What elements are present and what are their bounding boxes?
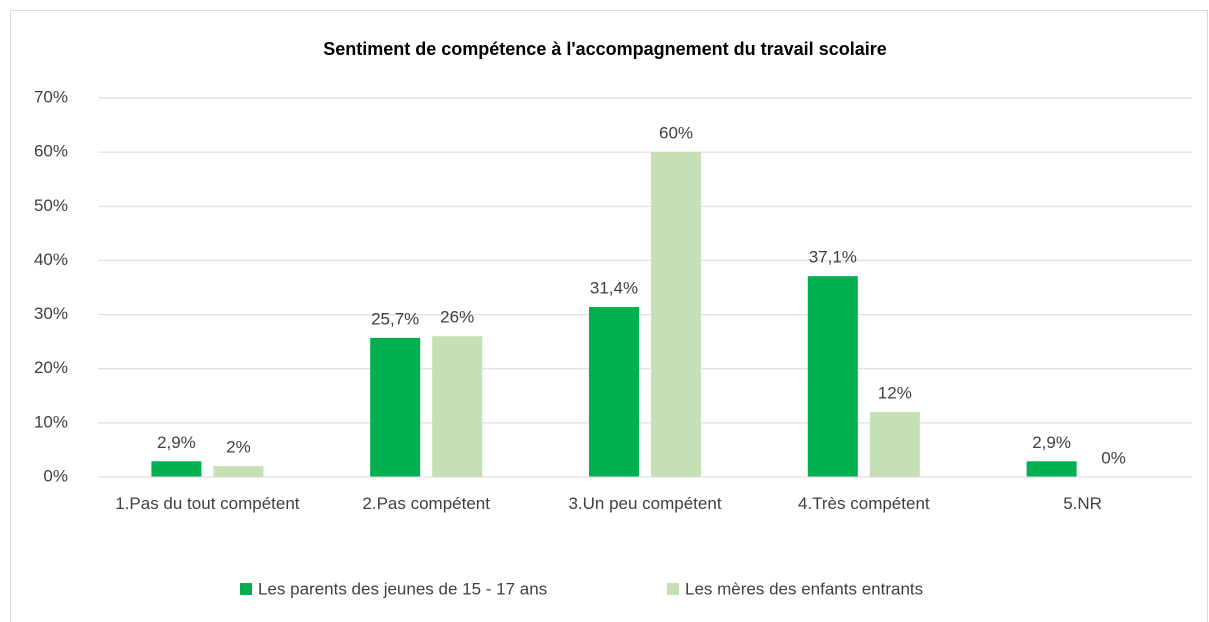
x-tick-label: 1.Pas du tout compétent <box>115 494 300 513</box>
data-label: 31,4% <box>590 278 638 297</box>
data-label: 2,9% <box>1032 433 1071 452</box>
bar <box>151 461 202 477</box>
bar <box>1026 461 1077 477</box>
x-tick-label: 4.Très compétent <box>797 494 930 513</box>
data-label: 2% <box>226 438 251 457</box>
bar <box>213 466 264 477</box>
chart-title: Sentiment de compétence à l'accompagneme… <box>323 39 886 59</box>
bar <box>869 412 920 477</box>
bar <box>651 152 701 477</box>
data-label: 2,9% <box>157 433 196 452</box>
data-label: 0% <box>1101 448 1126 467</box>
y-tick-label: 40% <box>34 250 68 269</box>
legend-swatch <box>240 583 252 595</box>
bar <box>589 306 639 477</box>
y-tick-label: 70% <box>34 87 68 106</box>
y-tick-label: 50% <box>34 196 68 215</box>
y-tick-label: 60% <box>34 142 68 161</box>
legend-label: Les parents des jeunes de 15 - 17 ans <box>258 579 547 598</box>
data-label: 37,1% <box>809 248 857 267</box>
legend-label: Les mères des enfants entrants <box>685 579 923 598</box>
y-tick-label: 30% <box>34 304 68 323</box>
data-label: 12% <box>878 384 912 403</box>
data-label: 26% <box>440 308 474 327</box>
x-tick-label: 3.Un peu compétent <box>568 494 722 513</box>
bar <box>807 276 858 477</box>
bar <box>370 337 421 477</box>
x-tick-label: 2.Pas compétent <box>362 494 490 513</box>
chart-frame <box>10 10 1208 622</box>
x-tick-label: 5.NR <box>1063 494 1102 513</box>
bar <box>432 336 483 477</box>
legend-swatch <box>667 583 679 595</box>
y-tick-label: 0% <box>43 466 68 485</box>
y-tick-label: 20% <box>34 358 68 377</box>
data-label: 25,7% <box>371 309 419 328</box>
data-label: 60% <box>659 124 693 143</box>
y-tick-label: 10% <box>34 412 68 431</box>
